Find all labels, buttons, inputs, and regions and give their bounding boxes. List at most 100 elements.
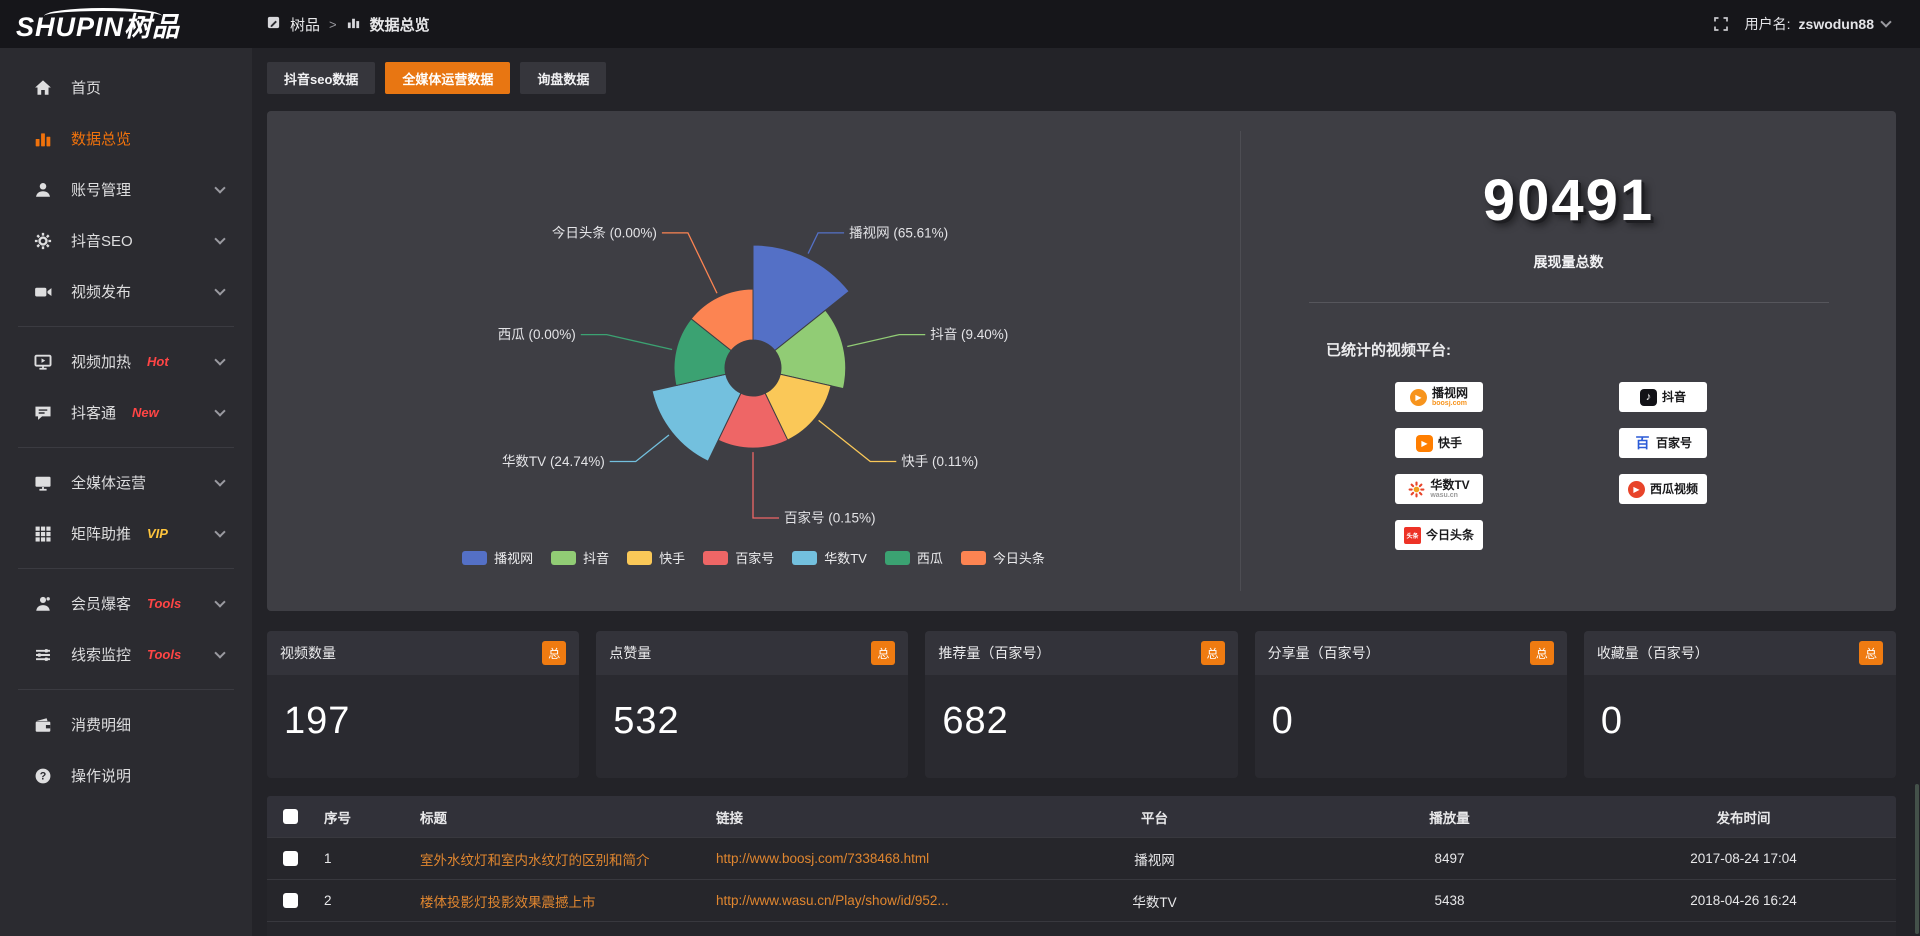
cell-time: 2018-04-26 16:24: [1690, 893, 1797, 908]
row-checkbox[interactable]: [283, 851, 298, 866]
panel-divider: [1240, 131, 1241, 591]
tab-全媒体运营数据[interactable]: 全媒体运营数据: [385, 62, 511, 94]
sidebar-item-线索监控[interactable]: 线索监控 Tools: [0, 629, 252, 680]
main-content: 抖音seo数据 全媒体运营数据 询盘数据 播视网 (65.61%) 抖音 (9.40%…: [252, 48, 1920, 936]
chat-icon: [34, 404, 54, 422]
stat-cards: 视频数量总 197 点赞量总 532 推荐量（百家号）总 682 分享量（百家号）总 0 收藏量…: [267, 631, 1897, 778]
cell-title[interactable]: 室外水纹灯和室内水纹灯的区别和简介: [420, 852, 650, 868]
cell-plays: 8497: [1434, 851, 1465, 866]
sidebar-item-会员爆客[interactable]: 会员爆客 Tools: [0, 578, 252, 629]
platform-badge-百家号: 百百家号: [1619, 428, 1707, 458]
sidebar-item-数据总览[interactable]: 数据总览: [0, 113, 252, 164]
legend-chip: [792, 550, 818, 565]
pie-label-line: [818, 419, 897, 463]
platform-badge-西瓜视频: ▶ 西瓜视频: [1619, 474, 1707, 504]
cell-link[interactable]: http://www.boosj.com/7338468.html: [716, 851, 930, 866]
cell-title[interactable]: 楼体投影灯投影效果震撼上市: [420, 894, 596, 910]
sidebar-divider: [18, 689, 234, 690]
pie-slice-华数TV[interactable]: [651, 373, 742, 462]
sidebar-item-全媒体运营[interactable]: 全媒体运营: [0, 457, 252, 508]
cell-no: 1: [324, 851, 332, 866]
wasu-icon: [1408, 481, 1425, 498]
topbar-right: 用户名: zswodun88: [1713, 14, 1920, 34]
legend-item-抖音[interactable]: 抖音: [551, 548, 609, 567]
legend-chip: [627, 550, 653, 565]
sidebar-item-抖音SEO[interactable]: 抖音SEO: [0, 215, 252, 266]
monitor-play-icon: [34, 353, 54, 371]
breadcrumb-separator: >: [329, 16, 337, 32]
tab-询盘数据[interactable]: 询盘数据: [520, 62, 607, 94]
legend-chip: [960, 550, 986, 565]
xigua-icon: ▶: [1627, 480, 1645, 498]
sidebar-item-label: 矩阵助推: [71, 526, 132, 543]
stat-card-title: 视频数量: [280, 645, 336, 661]
breadcrumb-root[interactable]: 树品: [290, 16, 321, 34]
legend-item-百家号[interactable]: 百家号: [703, 548, 774, 567]
platform-name: 今日头条: [1425, 527, 1474, 542]
sidebar-item-label: 线索监控: [71, 647, 132, 664]
platform-badge-抖音: ♪ 抖音: [1619, 382, 1707, 412]
scrollbar-thumb[interactable]: [1915, 784, 1919, 934]
pie-slice-今日头条[interactable]: [690, 288, 754, 352]
stat-card-title: 收藏量（百家号）: [1596, 645, 1709, 661]
pie-slice-播视网[interactable]: [752, 244, 850, 352]
pie-slice-西瓜[interactable]: [673, 318, 732, 387]
legend-item-快手[interactable]: 快手: [627, 548, 685, 567]
sidebar-item-视频发布[interactable]: 视频发布: [0, 266, 252, 317]
table-header-发布时间: 发布时间: [1716, 810, 1771, 826]
sidebar-item-视频加热[interactable]: 视频加热 Hot: [0, 336, 252, 387]
select-all-checkbox[interactable]: [283, 809, 298, 824]
sidebar-item-label: 全媒体运营: [71, 475, 147, 492]
pie-slice-抖音[interactable]: [774, 309, 847, 390]
tab-抖音seo数据[interactable]: 抖音seo数据: [267, 62, 376, 94]
sidebar-item-矩阵助推[interactable]: 矩阵助推 VIP: [0, 508, 252, 559]
legend-chip: [884, 550, 910, 565]
user-icon: [34, 181, 54, 199]
user-menu[interactable]: 用户名: zswodun88: [1745, 14, 1892, 34]
question-icon: ?: [34, 767, 54, 785]
chevron-down-icon: [214, 474, 226, 487]
platforms-label: 已统计的视频平台:: [1326, 342, 1451, 359]
cell-link[interactable]: http://www.wasu.cn/Play/show/id/952...: [716, 893, 949, 908]
overview-panel: 播视网 (65.61%) 抖音 (9.40%) 快手 (0.11%) 百家号 (0.1…: [267, 111, 1896, 611]
chevron-down-icon: [214, 595, 226, 608]
sidebar-item-操作说明[interactable]: ? 操作说明: [0, 750, 252, 801]
sidebar-item-badge: Tools: [147, 596, 182, 611]
platform-name: 百家号: [1655, 435, 1692, 450]
row-checkbox-cell: [267, 893, 324, 908]
kuaishou-icon: ▶: [1415, 434, 1433, 452]
platform-badge-今日头条: 头条 今日头条: [1395, 520, 1483, 550]
platform-badges: ▶ 播视网 boosj.com ▶ 快手 华数TV wasu.cn 头条 今日头条 ♪ 抖音百百家号…: [1395, 382, 1896, 550]
summary-divider: [1308, 302, 1829, 303]
pie-slice-百家号[interactable]: [717, 392, 789, 449]
impressions-summary: 90491 展现量总数 已统计的视频平台: ▶ 播视网 boosj.com ▶ 快手 华数…: [1241, 111, 1896, 611]
chart-legend: 播视网 抖音 快手 百家号 华数TV 西瓜 今日头条: [267, 548, 1240, 567]
platform-name: 华数TV: [1430, 478, 1470, 493]
table-header-序号: 序号: [324, 810, 351, 826]
stat-card-value: 682: [942, 700, 1009, 742]
sidebar-item-账号管理[interactable]: 账号管理: [0, 164, 252, 215]
gear-icon: [34, 232, 54, 250]
platform-column-2: ♪ 抖音百百家号 ▶ 西瓜视频: [1619, 382, 1707, 550]
chevron-down-icon: [214, 404, 226, 417]
total-badge: 总: [1200, 641, 1225, 665]
fullscreen-icon[interactable]: [1713, 16, 1729, 32]
legend-item-今日头条[interactable]: 今日头条: [960, 548, 1045, 567]
pie-label-line: [609, 434, 670, 463]
table-row-partial: [267, 922, 1896, 936]
tab-bar: 抖音seo数据 全媒体运营数据 询盘数据: [267, 62, 1896, 94]
breadcrumb: 树品 > 数据总览: [252, 14, 430, 35]
legend-item-华数TV[interactable]: 华数TV: [792, 548, 867, 567]
legend-label: 百家号: [735, 551, 775, 566]
platform-badge-text: 抖音: [1662, 391, 1686, 404]
pie-slice-快手[interactable]: [764, 373, 832, 441]
legend-item-西瓜[interactable]: 西瓜: [884, 548, 943, 567]
sidebar-item-消费明细[interactable]: 消费明细: [0, 699, 252, 750]
sidebar-item-抖客通[interactable]: 抖客通 New: [0, 387, 252, 438]
row-checkbox[interactable]: [283, 893, 298, 908]
pie-label-百家号: 百家号 (0.15%): [784, 510, 876, 526]
sidebar-item-首页[interactable]: 首页: [0, 62, 252, 113]
legend-label: 西瓜: [916, 551, 943, 566]
legend-item-播视网[interactable]: 播视网: [462, 548, 533, 567]
platform-badge-text: 百家号: [1656, 437, 1692, 450]
